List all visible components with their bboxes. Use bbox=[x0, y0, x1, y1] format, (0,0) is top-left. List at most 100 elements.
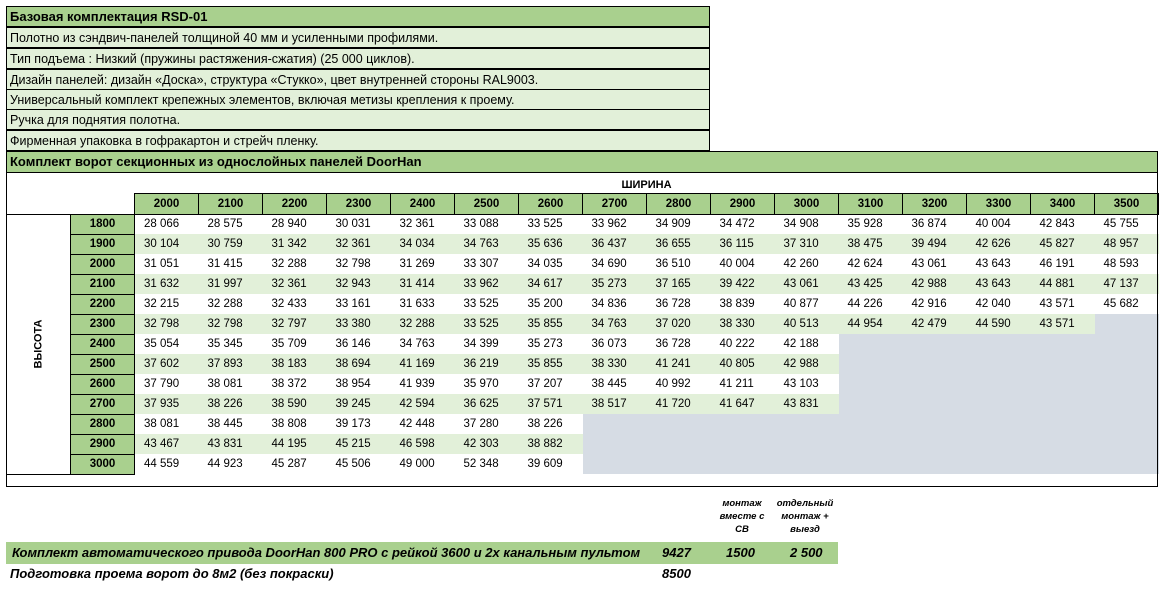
price-cell: 32 433 bbox=[271, 298, 307, 310]
price-cell: 43 831 bbox=[774, 394, 839, 414]
table-row: 1900 30 104 30 759 31 342 32 361 34 034 34 763… bbox=[7, 233, 1159, 255]
price-cell: 34 035 bbox=[527, 258, 563, 270]
price-cell bbox=[1030, 414, 1095, 434]
height-header: 2800 bbox=[70, 413, 135, 435]
price-cell bbox=[646, 434, 711, 454]
table-row: 2000 31 051 31 415 32 288 32 798 31 269 33 307… bbox=[7, 253, 1159, 275]
price-cell: 38 954 bbox=[335, 378, 371, 390]
footer-price: 9427 bbox=[662, 545, 691, 560]
price-cell: 38 183 bbox=[262, 354, 327, 374]
price-cell bbox=[774, 454, 839, 474]
kit-title: Комплект ворот секционных из однослойных… bbox=[6, 151, 1158, 173]
price-cell: 45 287 bbox=[271, 458, 307, 470]
price-cell bbox=[838, 434, 903, 454]
width-header: 3500 bbox=[1094, 192, 1159, 215]
price-cell bbox=[1030, 454, 1095, 474]
price-cell: 44 195 bbox=[262, 434, 327, 454]
price-cell bbox=[1030, 334, 1095, 354]
price-cell: 32 288 bbox=[390, 314, 455, 334]
price-cell bbox=[902, 434, 967, 454]
price-cell: 32 361 bbox=[262, 274, 327, 294]
price-cell: 40 004 bbox=[975, 218, 1011, 231]
height-header: 2100 bbox=[70, 273, 135, 295]
price-cell bbox=[1030, 434, 1095, 454]
height-header: 3000 bbox=[70, 453, 135, 475]
price-cell: 35 345 bbox=[207, 338, 243, 350]
price-cell: 36 146 bbox=[335, 338, 371, 350]
price-cell: 41 169 bbox=[390, 354, 455, 374]
price-cell: 36 115 bbox=[710, 234, 775, 254]
price-cell bbox=[902, 414, 967, 434]
price-cell bbox=[838, 454, 903, 474]
price-cell: 36 219 bbox=[454, 354, 519, 374]
price-cell: 32 797 bbox=[262, 314, 327, 334]
price-cell bbox=[966, 414, 1031, 434]
price-cell: 41 939 bbox=[399, 378, 435, 390]
price-cell: 30 759 bbox=[198, 234, 263, 254]
price-cell: 41 211 bbox=[719, 378, 754, 390]
price-cell: 32 288 bbox=[207, 298, 243, 310]
footer-row-automation: Комплект автоматического привода DoorHan… bbox=[6, 542, 838, 564]
price-cell: 34 909 bbox=[655, 218, 691, 231]
price-cell bbox=[838, 374, 903, 394]
price-cell: 33 962 bbox=[591, 218, 627, 231]
table-row: 2600 37 790 38 081 38 372 38 954 41 939 35 970… bbox=[7, 373, 1159, 395]
base-line-3: Дизайн панелей: дизайн «Доска», структур… bbox=[6, 69, 710, 90]
width-header: 2600 bbox=[518, 192, 583, 215]
price-cell: 43 831 bbox=[198, 434, 263, 454]
price-cell: 31 414 bbox=[390, 274, 455, 294]
table-row: 2800 38 081 38 445 38 808 39 173 42 448 37 280… bbox=[7, 413, 1159, 435]
height-header: 2900 bbox=[70, 433, 135, 455]
price-cell: 33 525 bbox=[454, 314, 519, 334]
price-cell: 38 226 bbox=[198, 394, 263, 414]
price-cell: 39 494 bbox=[902, 234, 967, 254]
table-row: 3000 44 559 44 923 45 287 45 506 49 000 52 348… bbox=[7, 453, 1159, 475]
price-cell: 33 525 bbox=[527, 218, 563, 231]
price-cell: 44 559 bbox=[144, 458, 180, 470]
footer-label: Подготовка проема ворот до 8м2 (без покр… bbox=[10, 566, 334, 581]
price-cell: 35 855 bbox=[518, 314, 583, 334]
price-cell: 34 763 bbox=[399, 338, 435, 350]
price-cell: 42 479 bbox=[902, 314, 967, 334]
price-cell: 43 061 bbox=[911, 258, 947, 270]
price-cell bbox=[966, 374, 1031, 394]
price-cell: 40 805 bbox=[710, 354, 775, 374]
price-cell bbox=[838, 354, 903, 374]
price-cell: 43 643 bbox=[975, 258, 1011, 270]
footer-value-1: 1500 bbox=[726, 545, 755, 560]
price-cell: 32 215 bbox=[144, 298, 180, 310]
price-cell: 36 874 bbox=[911, 218, 947, 231]
price-cell: 31 269 bbox=[399, 258, 435, 270]
height-label-cell: ВЫСОТА bbox=[6, 213, 71, 475]
price-cell: 33 380 bbox=[326, 314, 391, 334]
price-cell: 35 273 bbox=[582, 274, 647, 294]
width-header: 2700 bbox=[582, 192, 647, 215]
price-cell bbox=[774, 434, 839, 454]
price-cell: 42 626 bbox=[966, 234, 1031, 254]
price-cell bbox=[710, 434, 775, 454]
price-cell: 45 827 bbox=[1030, 234, 1095, 254]
price-cell: 39 422 bbox=[710, 274, 775, 294]
price-cell: 52 348 bbox=[463, 458, 499, 470]
base-line-2: Тип подъема : Низкий (пружины растяжения… bbox=[6, 48, 710, 69]
price-cell: 44 226 bbox=[847, 298, 883, 310]
price-cell: 37 571 bbox=[518, 394, 583, 414]
note-line: выезд bbox=[790, 524, 820, 535]
price-cell bbox=[902, 454, 967, 474]
price-cell: 48 957 bbox=[1094, 234, 1159, 254]
width-header: 2800 bbox=[646, 192, 711, 215]
price-cell bbox=[1094, 354, 1159, 374]
price-cell: 30 031 bbox=[335, 218, 371, 231]
price-cell: 42 843 bbox=[1039, 218, 1075, 231]
price-cell bbox=[838, 414, 903, 434]
price-cell: 36 073 bbox=[591, 338, 627, 350]
price-cell: 34 617 bbox=[518, 274, 583, 294]
price-cell bbox=[966, 354, 1031, 374]
price-cell: 37 935 bbox=[134, 394, 199, 414]
price-cell: 40 992 bbox=[655, 378, 691, 390]
width-label: ШИРИНА bbox=[621, 178, 672, 191]
price-cell: 44 590 bbox=[966, 314, 1031, 334]
base-line-1: Полотно из сэндвич-панелей толщиной 40 м… bbox=[6, 27, 710, 48]
price-cell: 35 200 bbox=[527, 298, 563, 310]
price-cell: 45 506 bbox=[335, 458, 371, 470]
